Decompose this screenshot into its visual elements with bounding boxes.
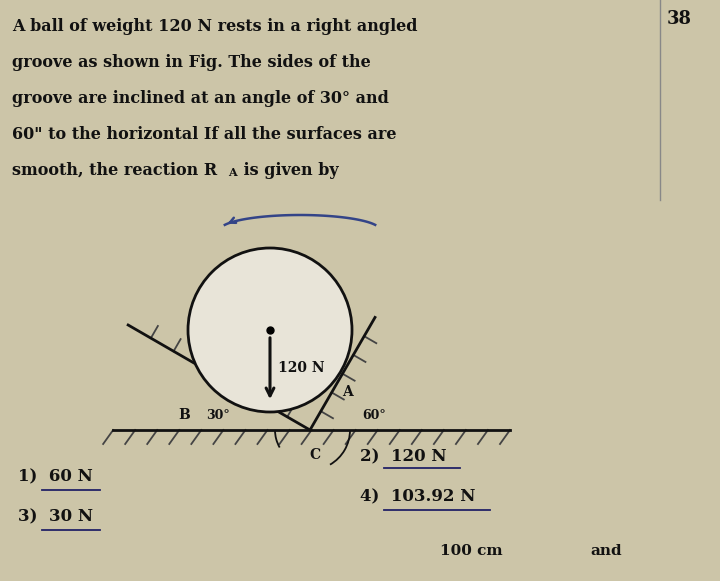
Text: 3)  30 N: 3) 30 N [18,508,93,525]
Text: 1)  60 N: 1) 60 N [18,468,93,485]
Text: A ball of weight 120 N rests in a right angled: A ball of weight 120 N rests in a right … [12,18,418,35]
Text: is given by: is given by [238,162,338,179]
Text: groove are inclined at an angle of 30° and: groove are inclined at an angle of 30° a… [12,90,389,107]
Text: C: C [310,448,320,462]
Text: 30°: 30° [206,409,230,422]
Text: and: and [590,544,621,558]
Text: A: A [342,385,353,399]
Text: 60°: 60° [362,409,386,422]
Text: A: A [228,167,237,178]
Text: smooth, the reaction R: smooth, the reaction R [12,162,217,179]
Text: 100 cm: 100 cm [440,544,503,558]
Text: 2)  120 N: 2) 120 N [360,448,446,465]
Text: 120 N: 120 N [278,361,325,375]
Text: groove as shown in Fig. The sides of the: groove as shown in Fig. The sides of the [12,54,371,71]
Text: 4)  103.92 N: 4) 103.92 N [360,488,475,505]
Text: B: B [178,408,190,422]
Text: 60" to the horizontal If all the surfaces are: 60" to the horizontal If all the surface… [12,126,397,143]
Text: 38: 38 [667,10,692,28]
Circle shape [188,248,352,412]
